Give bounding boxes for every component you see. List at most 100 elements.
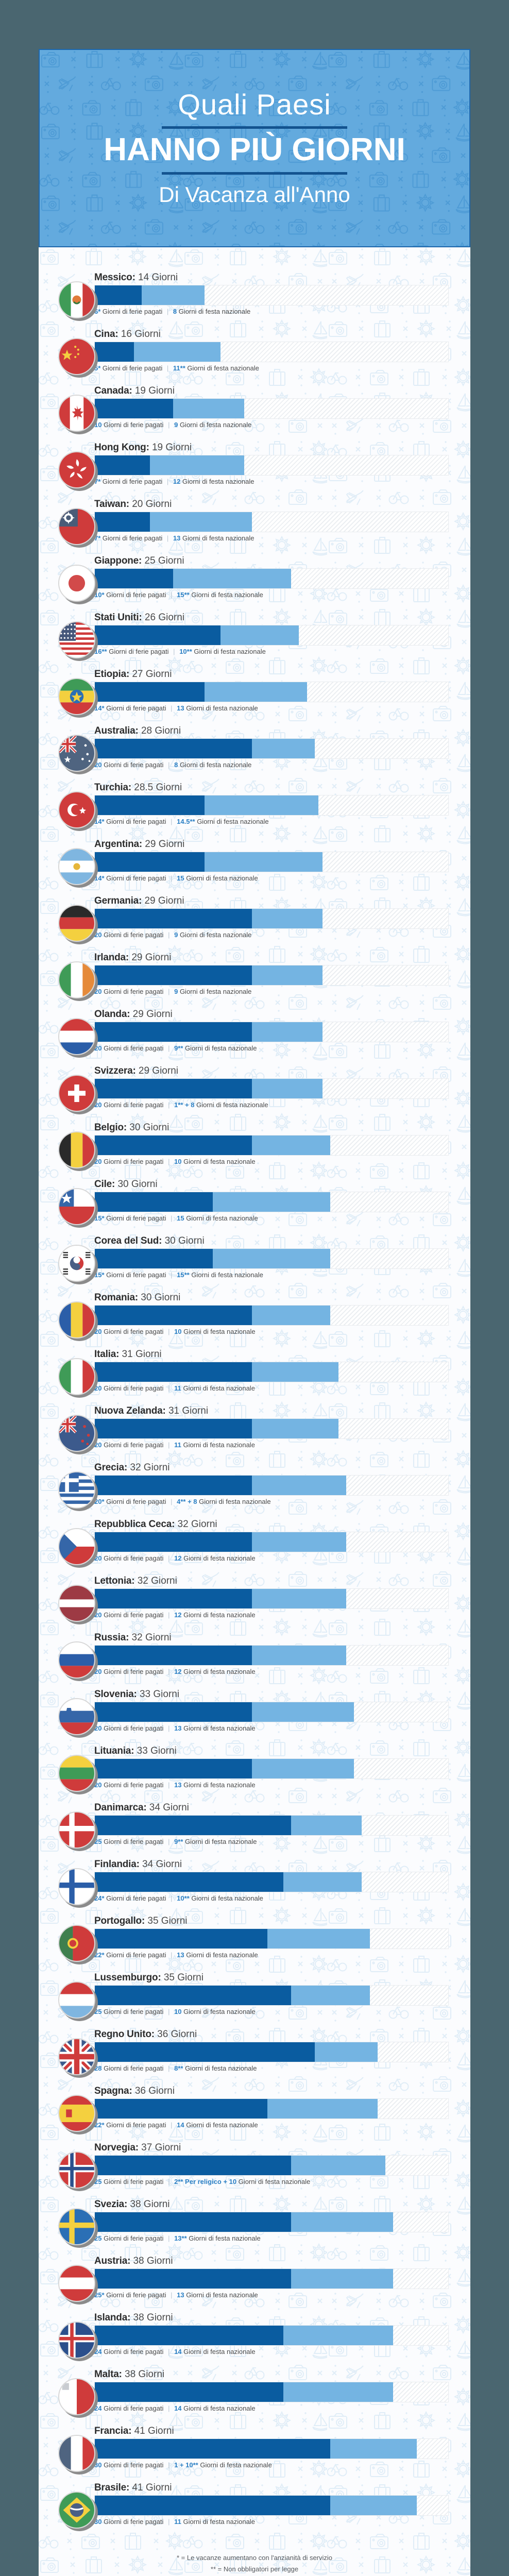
country-row: Irlanda: 29 Giorni 20 Giorni di ferie pa… (39, 952, 470, 1004)
country-title: Lettonia: 32 Giorni (94, 1575, 177, 1586)
country-name: Islanda (94, 2312, 128, 2323)
paid-leave-label: Giorni di ferie pagati (106, 1271, 166, 1279)
flag-de-icon (58, 905, 98, 944)
country-title: Lussemburgo: 35 Giorni (94, 1972, 203, 1983)
days-word: Giorni (151, 1575, 177, 1586)
bar-fill (95, 342, 220, 362)
country-name: Irlanda (94, 952, 126, 963)
holiday-value: 10 (174, 1328, 182, 1335)
days-word: Giorni (158, 895, 184, 906)
country-caption: 20* Giorni di ferie pagati | 4** + 8 Gio… (94, 1498, 449, 1505)
bar-segment-national-holiday (149, 455, 244, 475)
caption-separator: | (168, 1328, 170, 1335)
bar-segment-national-holiday (251, 1702, 354, 1722)
country-total-days: 28.5 (134, 782, 154, 793)
bar-segment-paid-leave (95, 2382, 283, 2402)
country-title: Romania: 30 Giorni (94, 1292, 181, 1303)
bar-fill (95, 965, 323, 985)
country-row: Olanda: 29 Giorni 20 Giorni di ferie pag… (39, 1009, 470, 1060)
stacked-bar (94, 2382, 449, 2402)
country-caption: 7* Giorni di ferie pagati | 12 Giorni di… (94, 478, 449, 485)
holiday-value: 13 (173, 534, 181, 542)
stacked-bar (94, 1248, 449, 1269)
flag-cl-icon (58, 1188, 98, 1228)
country-title: Finlandia: 34 Giorni (94, 1859, 182, 1870)
bar-fill (95, 2496, 417, 2515)
country-total-days: 41 (132, 2482, 143, 2493)
country-total-days: 41 (134, 2426, 145, 2436)
stacked-bar (94, 2495, 449, 2516)
country-title: Taiwan: 20 Giorni (94, 499, 172, 510)
country-caption: 22* Giorni di ferie pagati | 13 Giorni d… (94, 1951, 449, 1959)
bar-fill (95, 1929, 370, 1948)
flag-ch-icon (58, 1075, 98, 1114)
paid-leave-label: Giorni di ferie pagati (106, 1894, 166, 1902)
country-total-days: 37 (141, 2142, 152, 2153)
bar-fill (95, 625, 299, 645)
holiday-value: 12 (174, 1668, 182, 1675)
days-word: Giorni (158, 839, 185, 850)
country-total-days: 29 (145, 839, 156, 850)
stacked-bar (94, 1645, 449, 1666)
bar-segment-national-holiday (212, 1249, 331, 1268)
country-title: Danimarca: 34 Giorni (94, 1802, 189, 1813)
country-total-days: 30 (117, 1179, 129, 1190)
caption-separator: | (168, 2064, 170, 2072)
bar-segment-national-holiday (314, 2042, 378, 2062)
country-caption: 25 Giorni di ferie pagati | 9** Giorni d… (94, 1838, 449, 1845)
flag-circle (58, 565, 95, 602)
bar-segment-paid-leave (95, 1872, 283, 1892)
country-total-days: 28 (141, 725, 152, 736)
bar-segment-paid-leave (95, 512, 150, 532)
flag-circle (58, 678, 95, 715)
holiday-value: 13 (177, 2291, 184, 2299)
bar-segment-national-holiday (267, 1929, 370, 1948)
flag-circle (58, 791, 95, 828)
country-caption: 20 Giorni di ferie pagati | 12 Giorni di… (94, 1554, 449, 1562)
bar-fill (95, 1306, 331, 1325)
holiday-label: Giorni di festa nazionale (183, 1781, 256, 1789)
holiday-value: 15** (177, 591, 190, 599)
flag-circle (58, 2321, 95, 2359)
country-row: Nuova Zelanda: 31 Giorni 20 Giorni di fe… (39, 1405, 470, 1457)
country-title: Malta: 38 Giorni (94, 2369, 165, 2380)
country-row: Cile: 30 Giorni 15* Giorni di ferie paga… (39, 1179, 470, 1230)
holiday-value: 10** (179, 648, 192, 655)
holiday-value: 9 (174, 931, 178, 939)
caption-separator: | (168, 1044, 170, 1052)
holiday-value: 10** (177, 1894, 190, 1902)
bar-fill (95, 1589, 346, 1608)
days-word: Giorni (145, 952, 172, 963)
country-caption: 6* Giorni di ferie pagati | 8 Giorni di … (94, 308, 449, 315)
days-word: Giorni (146, 1009, 173, 1020)
header-rule-top (162, 126, 347, 129)
bar-segment-national-holiday (251, 1022, 323, 1042)
country-name: Belgio (94, 1122, 124, 1133)
bar-fill (95, 2099, 378, 2119)
holiday-label: Giorni di festa nazionale (183, 1328, 256, 1335)
bar-segment-national-holiday (251, 1306, 331, 1325)
days-word: Giorni (177, 1972, 203, 1983)
flag-circle (58, 2095, 95, 2132)
holiday-value: 13 (177, 1951, 184, 1959)
days-word: Giorni (171, 2029, 197, 2040)
holiday-value: 15 (177, 874, 184, 882)
holiday-label: Giorni di festa nazionale (186, 2291, 258, 2299)
paid-leave-label: Giorni di ferie pagati (104, 1668, 164, 1675)
bar-fill (95, 2042, 378, 2062)
bar-segment-paid-leave (95, 909, 252, 928)
country-name: Svezia (94, 2199, 124, 2210)
bar-fill (95, 1816, 362, 1835)
flag-et-icon (58, 678, 98, 718)
country-row-body: Svezia: 38 Giorni 25 Giorni di ferie pag… (94, 2199, 449, 2242)
caption-separator: | (168, 2348, 170, 2355)
flag-at-icon (58, 2265, 98, 2304)
bar-segment-paid-leave (95, 795, 205, 815)
country-row-body: Francia: 41 Giorni 30 Giorni di ferie pa… (94, 2426, 449, 2469)
caption-separator: | (168, 1611, 170, 1619)
country-name: Canada (94, 385, 129, 396)
days-word: Giorni (148, 2426, 174, 2436)
holiday-value: 14.5** (177, 818, 195, 825)
stacked-bar (94, 852, 449, 872)
country-row-body: Italia: 31 Giorni 20 Giorni di ferie pag… (94, 1349, 449, 1392)
